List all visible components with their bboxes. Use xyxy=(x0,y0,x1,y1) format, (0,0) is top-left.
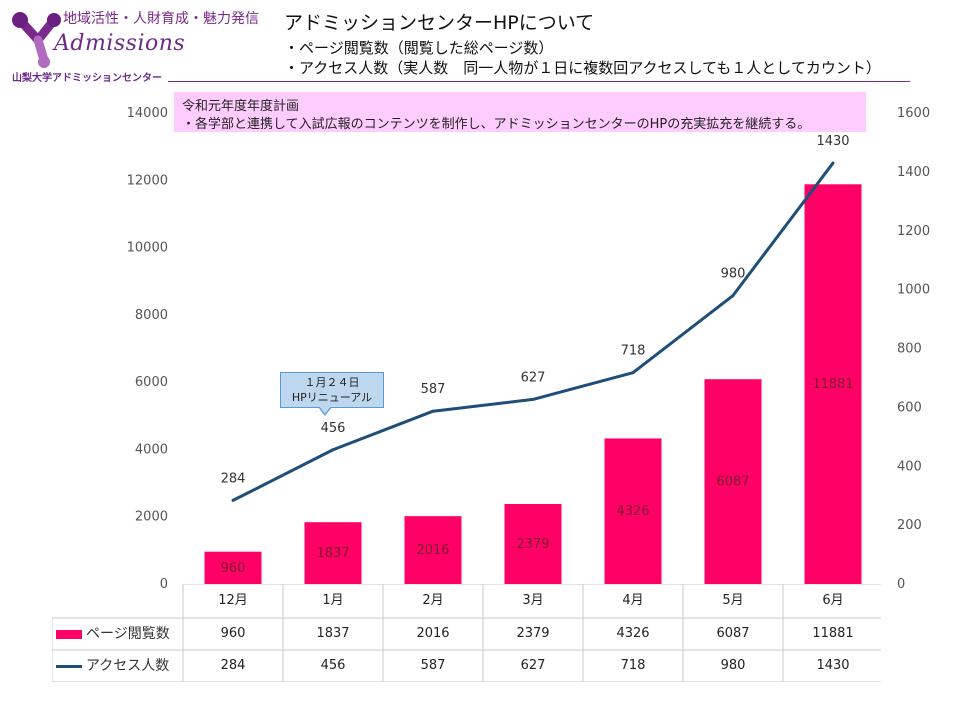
left-axis-ticks: 0 2000 4000 6000 8000 10000 12000 14000 xyxy=(127,106,168,592)
left-axis-tick: 2000 xyxy=(135,510,168,525)
line-point xyxy=(631,371,635,375)
annual-plan-box: 令和元年度年度計画 ・各学部と連携して入試広報のコンテンツを制作し、アドミッショ… xyxy=(174,92,866,132)
table-header-cell: 5月 xyxy=(722,593,744,608)
right-axis-ticks: 0 200 400 600 800 1000 1200 1400 1600 xyxy=(897,106,930,592)
left-axis-tick: 0 xyxy=(160,577,168,592)
legend-swatch-bar xyxy=(56,629,82,639)
legend-label-visitors: アクセス人数 xyxy=(86,658,170,674)
page-title: アドミッションセンターHPについて xyxy=(284,12,595,34)
table-header-cell: 1月 xyxy=(322,593,344,608)
table-header-cell: 3月 xyxy=(522,593,544,608)
table-grid xyxy=(52,584,881,682)
line-data-label: 627 xyxy=(521,370,546,385)
right-axis-tick: 1000 xyxy=(897,283,930,298)
table-cell-visitors: 718 xyxy=(620,658,646,673)
plan-title: 令和元年度年度計画 xyxy=(182,99,300,114)
bar-data-label: 960 xyxy=(221,561,246,576)
callout-date: １月２４日 xyxy=(304,376,360,389)
table-cell-visitors: 456 xyxy=(320,658,346,673)
line-data-labels: 284 456 587 627 718 980 1430 xyxy=(221,134,850,486)
table-cell-pageviews: 1837 xyxy=(316,626,350,641)
logo-tagline: 地域活性・人財育成・魅力発信 xyxy=(63,11,259,27)
left-axis-tick: 4000 xyxy=(135,442,168,457)
bar-data-label: 4326 xyxy=(616,504,649,519)
line-data-label: 1430 xyxy=(816,134,849,149)
legend-label-pageviews: ページ閲覧数 xyxy=(86,626,170,642)
table-cell-pageviews: 960 xyxy=(220,626,246,641)
header-line-visitors: ・アクセス人数（実人数 同一人物が１日に複数回アクセスしても１人としてカウント） xyxy=(284,59,881,77)
right-axis-tick: 1400 xyxy=(897,165,930,180)
callout-text: HPリニューアル xyxy=(291,391,373,404)
bar xyxy=(204,551,262,584)
table-cell-visitors: 587 xyxy=(420,658,446,673)
logo-subtitle: 山梨大学アドミッションセンター xyxy=(12,73,162,84)
line-data-label: 456 xyxy=(321,421,346,436)
table-header-cell: 2月 xyxy=(422,593,444,608)
renewal-callout: １月２４日 HPリニューアル xyxy=(280,372,384,408)
bar-data-labels: 960 1837 2016 2379 4326 6087 11881 xyxy=(221,377,854,576)
callout-pointer-fill xyxy=(319,406,331,414)
bar-data-label: 11881 xyxy=(812,377,853,392)
legend-row-pageviews: ページ閲覧数 xyxy=(52,618,186,650)
legend-swatch-line xyxy=(56,664,82,668)
left-axis-tick: 10000 xyxy=(127,241,168,256)
table-cell-visitors: 284 xyxy=(220,658,246,673)
bar xyxy=(604,438,662,584)
right-axis-tick: 800 xyxy=(897,342,922,357)
left-axis-tick: 6000 xyxy=(135,375,168,390)
bar xyxy=(804,184,862,584)
bar xyxy=(504,503,562,584)
line-data-label: 718 xyxy=(621,344,646,359)
line-series xyxy=(231,161,835,502)
data-table: ページ閲覧数 アクセス人数 12月 1月 2月 3月 4月 5月 6月 960 1837 2016… xyxy=(52,584,881,682)
right-axis-tick: 600 xyxy=(897,400,922,415)
line-data-label: 284 xyxy=(221,471,246,486)
table-cell-visitors: 980 xyxy=(720,658,746,673)
right-axis-tick: 1600 xyxy=(897,106,930,121)
line-point xyxy=(331,448,335,452)
line-point xyxy=(231,498,235,502)
bar xyxy=(704,379,762,584)
line-point xyxy=(831,161,835,165)
header-divider xyxy=(168,81,910,82)
table-cell-pageviews: 4326 xyxy=(616,626,650,641)
admissions-logo: 地域活性・人財育成・魅力発信 Admissions 山梨大学アドミッションセンタ… xyxy=(8,6,278,86)
table-cell-visitors: 627 xyxy=(520,658,546,673)
legend-row-visitors: アクセス人数 xyxy=(52,650,186,682)
bar xyxy=(304,522,362,584)
table-header-cell: 4月 xyxy=(622,593,644,608)
molecule-icon xyxy=(12,12,61,68)
table-cell-pageviews: 2379 xyxy=(516,626,550,641)
bar-series xyxy=(204,184,862,584)
left-axis-tick: 14000 xyxy=(127,106,168,121)
table-cell-visitors: 1430 xyxy=(816,658,850,673)
line-point xyxy=(431,409,435,413)
left-axis-tick: 12000 xyxy=(127,173,168,188)
table-cell-pageviews: 11881 xyxy=(812,626,854,641)
table-cell-pageviews: 2016 xyxy=(416,626,450,641)
line-point xyxy=(731,294,735,298)
right-axis-tick: 400 xyxy=(897,459,922,474)
logo-wordmark: Admissions xyxy=(54,31,186,56)
bar-data-label: 2016 xyxy=(416,543,449,558)
line-data-label: 980 xyxy=(721,267,746,282)
left-axis-tick: 8000 xyxy=(135,308,168,323)
bar-data-label: 1837 xyxy=(316,546,349,561)
bar xyxy=(404,516,462,584)
bar-data-label: 6087 xyxy=(716,475,749,490)
table-header-cell: 6月 xyxy=(822,593,844,608)
line-data-label: 587 xyxy=(421,382,446,397)
right-axis-tick: 0 xyxy=(897,577,905,592)
right-axis-tick: 1200 xyxy=(897,224,930,239)
table-cell-pageviews: 6087 xyxy=(716,626,750,641)
table-header-cell: 12月 xyxy=(218,593,248,608)
header-line-pageviews: ・ページ閲覧数（閲覧した総ページ数） xyxy=(284,39,554,57)
bar-data-label: 2379 xyxy=(516,537,549,552)
line-point xyxy=(531,397,535,401)
right-axis-tick: 200 xyxy=(897,518,922,533)
plan-text: ・各学部と連携して入試広報のコンテンツを制作し、アドミッションセンターのHPの充… xyxy=(182,117,811,132)
